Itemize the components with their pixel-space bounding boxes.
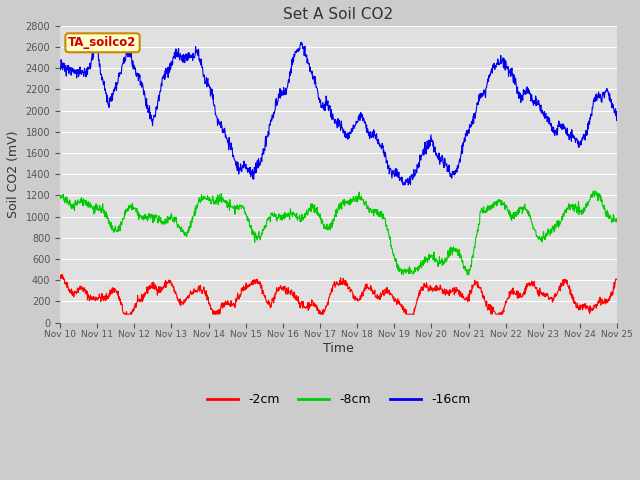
- Y-axis label: Soil CO2 (mV): Soil CO2 (mV): [7, 131, 20, 218]
- Text: TA_soilco2: TA_soilco2: [68, 36, 137, 49]
- Title: Set A Soil CO2: Set A Soil CO2: [284, 7, 394, 22]
- Legend: -2cm, -8cm, -16cm: -2cm, -8cm, -16cm: [202, 388, 476, 411]
- X-axis label: Time: Time: [323, 342, 354, 355]
